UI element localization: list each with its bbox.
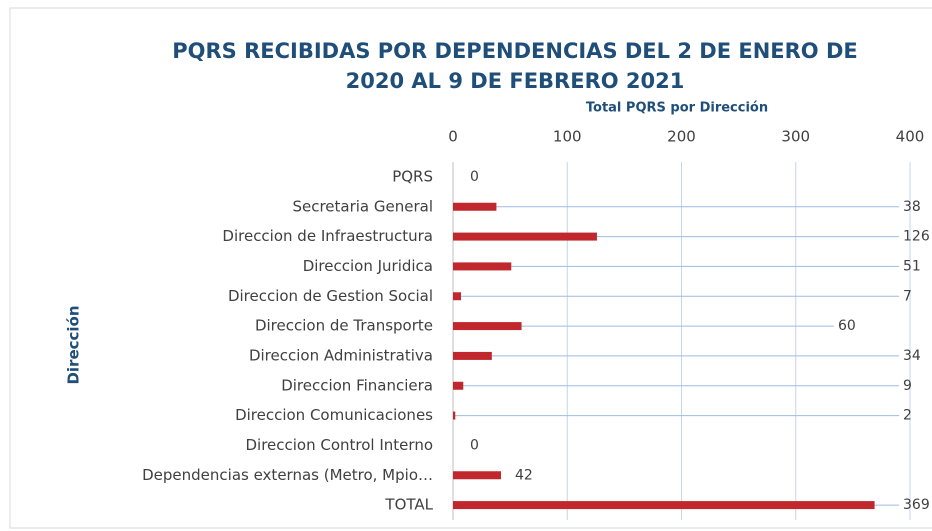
bar xyxy=(453,471,501,480)
x-tick-label: 0 xyxy=(448,128,458,146)
bar xyxy=(453,381,464,390)
data-label: 7 xyxy=(903,288,912,304)
y-tick-label: Direccion de Gestion Social xyxy=(228,287,433,305)
x-tick-label: 200 xyxy=(667,128,696,146)
data-label: 126 xyxy=(903,229,930,245)
bar xyxy=(453,351,492,360)
data-label: 34 xyxy=(903,348,921,364)
bar xyxy=(453,262,512,271)
data-label: 60 xyxy=(838,318,856,334)
chart-title-line2: 2020 AL 9 DE FEBRERO 2021 xyxy=(346,69,685,93)
bar xyxy=(453,232,597,241)
y-tick-label: Direccion Financiera xyxy=(281,376,433,394)
data-label: 0 xyxy=(470,169,479,185)
data-label: 51 xyxy=(903,258,921,274)
y-tick-label: Direccion de Transporte xyxy=(255,317,433,335)
y-tick-label: Secretaria General xyxy=(292,197,433,215)
data-label: 0 xyxy=(470,437,479,453)
data-label: 38 xyxy=(903,199,921,215)
y-tick-label: Dependencias externas (Metro, Mpio… xyxy=(142,466,433,484)
x-tick-label: 100 xyxy=(553,128,582,146)
y-tick-label: Direccion Control Interno xyxy=(245,436,433,454)
bar xyxy=(453,322,522,331)
y-tick-label: Direccion Comunicaciones xyxy=(235,406,433,424)
y-tick-label: Direccion Administrativa xyxy=(249,346,433,364)
data-label: 9 xyxy=(903,378,912,394)
y-tick-label: Direccion de Infraestructura xyxy=(222,227,433,245)
data-label: 2 xyxy=(903,408,912,424)
y-tick-label: Direccion Juridica xyxy=(303,257,433,275)
x-axis-title: Total PQRS por Dirección xyxy=(586,101,768,116)
y-axis-title: Dirección xyxy=(65,305,83,384)
bar xyxy=(453,202,497,211)
y-tick-label: PQRS xyxy=(392,167,433,185)
data-label: 369 xyxy=(903,497,930,513)
data-label: 42 xyxy=(515,467,533,483)
bar xyxy=(453,501,875,510)
x-tick-label: 300 xyxy=(781,128,810,146)
bar xyxy=(453,411,456,420)
bar xyxy=(453,292,461,301)
y-tick-label: TOTAL xyxy=(384,496,433,514)
chart-title: PQRS RECIBIDAS POR DEPENDENCIAS DEL 2 DE… xyxy=(172,39,857,63)
x-tick-label: 400 xyxy=(896,128,925,146)
